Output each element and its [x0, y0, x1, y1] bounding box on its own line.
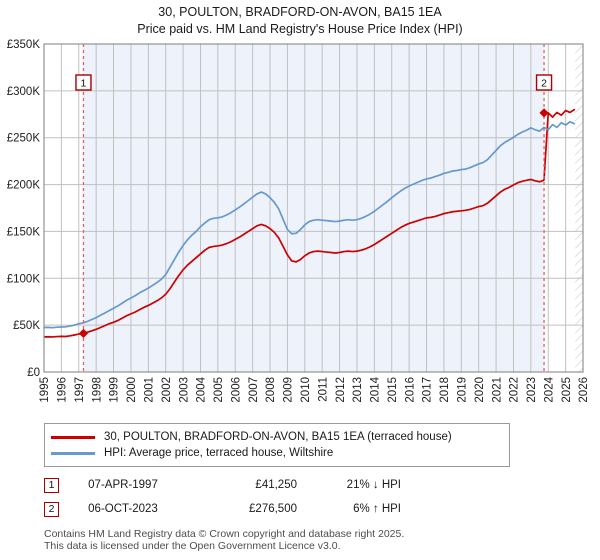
series-lines — [44, 108, 576, 338]
plot-frame — [43, 43, 584, 373]
table-row[interactable]: 1 07-APR-1997 £41,250 21% ↓ HPI — [44, 473, 444, 497]
svg-text:1: 1 — [81, 77, 87, 89]
svg-text:£350K: £350K — [7, 39, 41, 51]
svg-text:2008: 2008 — [265, 377, 277, 403]
svg-text:1998: 1998 — [91, 377, 103, 403]
x-axis-labels: 1995 1996 1997 1998 1999 2000 2001 2002 2003 2004… — [39, 376, 590, 402]
title-line-subtitle: Price paid vs. HM Land Registry's House … — [137, 22, 463, 36]
svg-text:2017: 2017 — [422, 377, 434, 403]
svg-text:2025: 2025 — [561, 377, 573, 403]
svg-text:2023: 2023 — [526, 377, 538, 403]
svg-text:2016: 2016 — [404, 377, 416, 403]
txn-index-badge: 1 — [44, 477, 59, 493]
svg-text:2009: 2009 — [283, 377, 295, 403]
txn-price: £276,500 — [249, 503, 297, 515]
txn-date: 06-OCT-2023 — [88, 503, 158, 515]
grid-lines — [43, 43, 584, 373]
svg-text:2007: 2007 — [248, 377, 260, 403]
svg-text:£150K: £150K — [7, 226, 41, 238]
legend-item-hpi: HPI: Average price, terraced house, Wilt… — [51, 445, 503, 461]
legend-label-hpi: HPI: Average price, terraced house, Wilt… — [104, 447, 334, 459]
svg-text:2019: 2019 — [456, 377, 468, 403]
svg-text:2014: 2014 — [370, 376, 382, 402]
legend-label-price-paid: 30, POULTON, BRADFORD-ON-AVON, BA15 1EA … — [104, 431, 452, 443]
page-title: 30, POULTON, BRADFORD-ON-AVON, BA15 1EA … — [0, 0, 600, 38]
svg-text:£250K: £250K — [7, 133, 41, 145]
licence-footer: Contains HM Land Registry data © Crown c… — [44, 528, 564, 552]
svg-text:2021: 2021 — [491, 377, 503, 403]
svg-text:£0: £0 — [27, 367, 40, 379]
svg-text:£100K: £100K — [7, 273, 41, 285]
svg-text:2005: 2005 — [213, 377, 225, 403]
txn-index-badge: 2 — [44, 501, 59, 517]
chart-legend: 30, POULTON, BRADFORD-ON-AVON, BA15 1EA … — [44, 423, 510, 467]
svg-text:2026: 2026 — [578, 377, 590, 403]
footer-line-licence: This data is licensed under the Open Gov… — [44, 540, 341, 552]
svg-text:2010: 2010 — [300, 377, 312, 403]
svg-text:£200K: £200K — [7, 180, 41, 192]
svg-text:2015: 2015 — [387, 377, 399, 403]
legend-swatch-hpi — [51, 451, 95, 455]
svg-text:1999: 1999 — [109, 377, 121, 403]
transactions-table: 1 07-APR-1997 £41,250 21% ↓ HPI 2 06-OCT… — [44, 473, 444, 521]
plot-background — [44, 44, 583, 372]
svg-text:2011: 2011 — [317, 377, 329, 402]
svg-text:2003: 2003 — [178, 377, 190, 403]
svg-text:2024: 2024 — [543, 376, 555, 402]
svg-text:2000: 2000 — [126, 377, 138, 403]
svg-text:2004: 2004 — [196, 376, 208, 402]
svg-text:2006: 2006 — [230, 377, 242, 403]
title-line-address: 30, POULTON, BRADFORD-ON-AVON, BA15 1EA — [158, 5, 442, 19]
txn-date: 07-APR-1997 — [88, 479, 158, 491]
svg-text:2022: 2022 — [509, 377, 521, 403]
table-row[interactable]: 2 06-OCT-2023 £276,500 6% ↑ HPI — [44, 497, 444, 521]
txn-hpi-delta: 21% ↓ HPI — [346, 479, 401, 491]
svg-text:2001: 2001 — [144, 377, 156, 403]
svg-text:2002: 2002 — [161, 377, 173, 403]
svg-text:£50K: £50K — [13, 320, 40, 332]
legend-swatch-price-paid — [51, 435, 95, 439]
svg-text:1997: 1997 — [74, 377, 86, 403]
footer-line-copyright: Contains HM Land Registry data © Crown c… — [44, 528, 405, 540]
svg-text:2012: 2012 — [335, 377, 347, 403]
svg-text:2018: 2018 — [439, 377, 451, 403]
svg-text:£300K: £300K — [7, 86, 41, 98]
svg-text:2013: 2013 — [352, 377, 364, 403]
txn-price: £41,250 — [255, 479, 297, 491]
svg-text:1996: 1996 — [57, 377, 69, 403]
svg-text:2020: 2020 — [474, 377, 486, 403]
y-axis-labels: £0 £50K £100K £150K £200K £250K £300K £350K — [7, 39, 41, 379]
txn-hpi-delta: 6% ↑ HPI — [353, 503, 401, 515]
svg-text:2: 2 — [541, 77, 547, 89]
svg-text:1995: 1995 — [39, 377, 51, 403]
legend-item-price-paid: 30, POULTON, BRADFORD-ON-AVON, BA15 1EA … — [51, 429, 503, 445]
